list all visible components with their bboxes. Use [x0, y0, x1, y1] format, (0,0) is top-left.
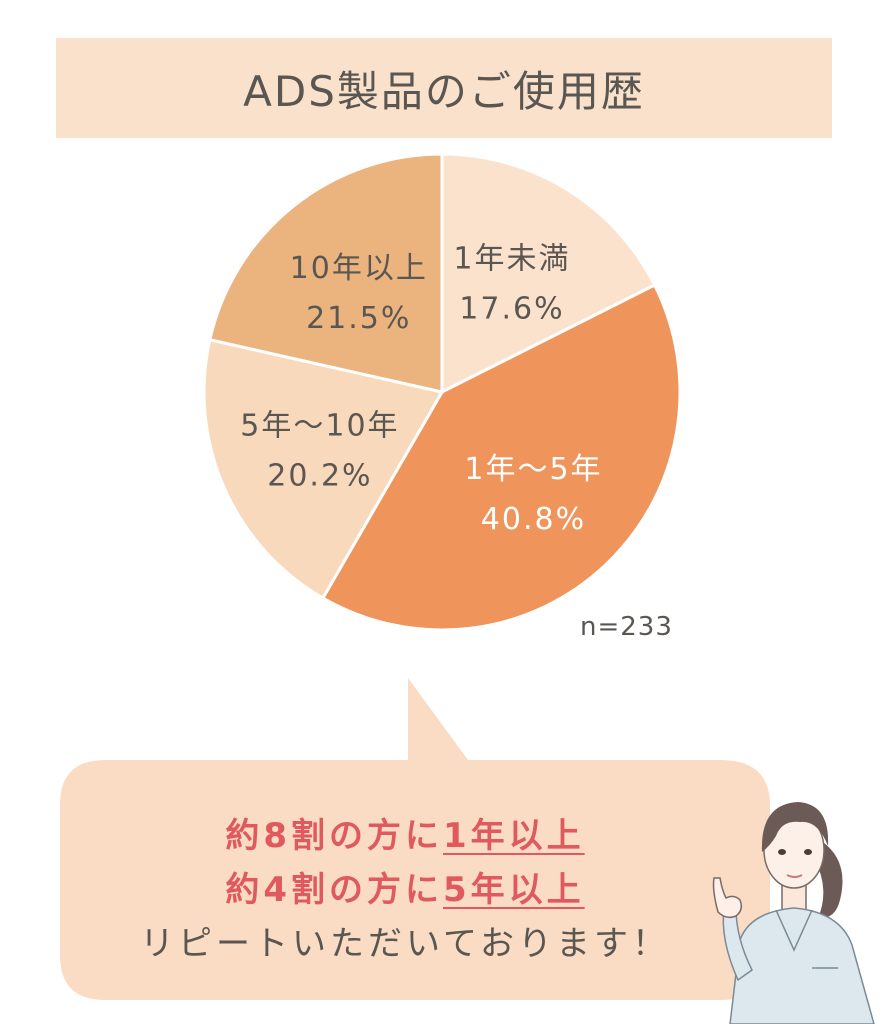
eye-right	[804, 849, 812, 855]
pie-chart: 1年未満 17.6% 1年～5年 40.8% 5年～10年 20.2% 10年以上 21.5%	[202, 152, 682, 632]
pointing-hand-icon	[712, 877, 743, 919]
slice-value-label: 21.5%	[306, 301, 411, 336]
summary-line-1-emphasis: 1年以上	[443, 816, 585, 856]
uniform	[729, 907, 875, 1024]
slice-label: 5年～10年	[240, 408, 399, 443]
pie-slice	[320, 283, 682, 632]
title-band: ADS製品のご使用歴	[56, 38, 832, 138]
sample-size-note: n=233	[580, 612, 673, 642]
summary-line-3: リピートいただいております！	[140, 924, 670, 964]
slice-value-label: 17.6%	[459, 292, 564, 327]
summary-line-2-prefix: 約4割の方に	[225, 870, 443, 910]
pie-slice	[208, 152, 444, 394]
slice-label: 1年未満	[453, 242, 570, 277]
summary-line-2-emphasis: 5年以上	[443, 870, 585, 910]
staff-illustration	[712, 802, 875, 1024]
chart-title: ADS製品のご使用歴	[243, 66, 645, 116]
slice-label: 1年～5年	[464, 452, 602, 487]
eye-left	[778, 849, 786, 855]
pie-slice	[440, 152, 657, 395]
summary-line-2: 約4割の方に5年以上	[60, 862, 750, 911]
mouth	[786, 874, 803, 878]
slice-label: 10年以上	[290, 251, 428, 286]
hair-front	[761, 802, 829, 852]
summary-line-1-prefix: 約8割の方に	[225, 816, 443, 856]
summary-line-1: 約8割の方に1年以上	[60, 808, 750, 857]
slice-value-label: 40.8%	[481, 502, 586, 537]
pie-slice	[202, 337, 445, 601]
uniform-collar	[775, 909, 813, 952]
slice-value-label: 20.2%	[267, 458, 372, 493]
